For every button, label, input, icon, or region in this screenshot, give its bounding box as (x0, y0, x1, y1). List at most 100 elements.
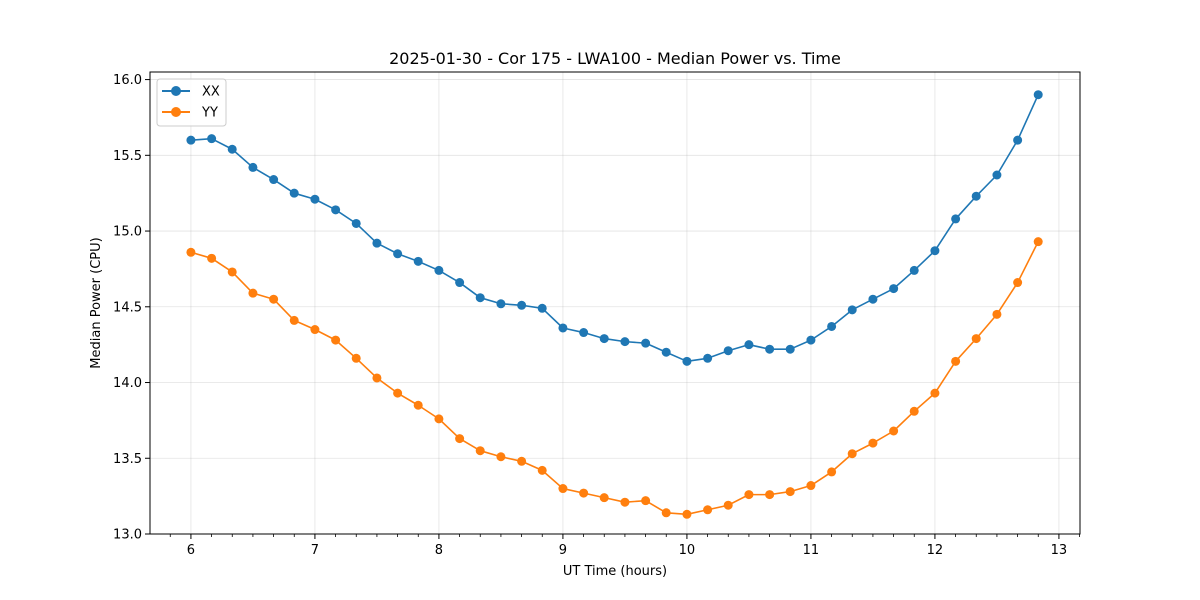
grid (150, 72, 1080, 535)
data-point-xx (537, 303, 547, 313)
data-point-yy (496, 452, 506, 462)
y-tick-label: 15.0 (113, 225, 142, 240)
data-point-xx (971, 191, 981, 201)
data-point-yy (331, 335, 341, 345)
data-point-yy (847, 449, 857, 459)
y-axis-title: Median Power (CPU) (89, 237, 104, 368)
legend-marker-yy (171, 107, 181, 117)
data-point-yy (785, 487, 795, 497)
data-point-xx (434, 265, 444, 275)
series-yy (186, 237, 1043, 519)
data-point-xx (310, 194, 320, 204)
series-xx (186, 90, 1043, 366)
data-point-xx (806, 335, 816, 345)
x-tick-label: 10 (679, 543, 696, 558)
data-point-xx (765, 344, 775, 354)
data-point-yy (1033, 237, 1043, 247)
data-point-xx (413, 256, 423, 266)
data-point-yy (723, 500, 733, 510)
data-point-yy (413, 400, 423, 410)
axis-ticks: 6 7 8 9 10 11 12 13 13.0 13.5 14.0 14.5 15.0 15.5 16.0 (113, 73, 1080, 558)
data-point-xx (455, 278, 465, 288)
data-point-xx (992, 170, 1002, 180)
data-point-xx (1033, 90, 1043, 100)
data-point-xx (517, 300, 527, 310)
data-point-yy (248, 288, 258, 298)
data-point-yy (620, 497, 630, 507)
data-point-xx (620, 337, 630, 347)
plot-area-frame (149, 71, 1081, 535)
data-point-yy (599, 493, 609, 503)
data-point-xx (951, 214, 961, 224)
data-point-yy (455, 434, 465, 444)
data-point-xx (889, 284, 899, 294)
data-point-yy (744, 490, 754, 500)
data-point-xx (331, 205, 341, 215)
data-point-xx (248, 162, 258, 172)
data-point-xx (1013, 135, 1023, 145)
data-point-xx (599, 334, 609, 344)
x-tick-label: 8 (435, 543, 443, 558)
series-group (186, 90, 1043, 519)
data-point-yy (517, 456, 527, 466)
data-point-xx (661, 347, 671, 357)
x-tick-label: 13 (1051, 543, 1068, 558)
data-point-yy (227, 267, 237, 277)
data-point-xx (207, 134, 217, 144)
data-point-yy (269, 294, 279, 304)
y-tick-label: 15.5 (113, 149, 142, 164)
data-point-yy (641, 496, 651, 506)
x-tick-label: 7 (311, 543, 319, 558)
legend-marker-xx (171, 86, 181, 96)
data-point-yy (971, 334, 981, 344)
data-point-yy (661, 508, 671, 518)
data-point-xx (475, 293, 485, 303)
data-point-xx (496, 299, 506, 309)
data-point-xx (641, 338, 651, 348)
data-point-xx (909, 265, 919, 275)
data-point-xx (579, 328, 589, 338)
data-point-xx (227, 144, 237, 154)
data-point-yy (930, 388, 940, 398)
data-point-yy (703, 505, 713, 515)
x-axis-title: UT Time (hours) (563, 564, 667, 579)
data-point-yy (289, 315, 299, 325)
y-tick-label: 14.0 (113, 376, 142, 391)
data-point-xx (868, 294, 878, 304)
data-point-yy (909, 406, 919, 416)
data-point-yy (765, 490, 775, 500)
y-tick-label: 16.0 (113, 73, 142, 88)
data-point-yy (186, 247, 196, 257)
data-point-yy (682, 509, 692, 519)
data-point-yy (889, 426, 899, 436)
data-point-yy (579, 488, 589, 498)
data-point-yy (868, 438, 878, 448)
data-point-yy (1013, 278, 1023, 288)
series-line-yy (190, 241, 1039, 516)
data-point-xx (186, 135, 196, 145)
legend-label-yy: YY (201, 106, 218, 121)
data-point-xx (289, 188, 299, 198)
data-point-yy (558, 484, 568, 494)
data-point-yy (434, 414, 444, 424)
legend: XX YY (156, 78, 227, 127)
data-point-yy (310, 325, 320, 335)
data-point-yy (351, 353, 361, 363)
data-point-yy (475, 446, 485, 456)
data-point-yy (806, 481, 816, 491)
y-tick-label: 13.0 (113, 528, 142, 543)
legend-label-xx: XX (202, 85, 220, 100)
series-line-xx (190, 94, 1039, 363)
data-point-yy (951, 356, 961, 366)
data-point-yy (393, 388, 403, 398)
data-point-xx (393, 249, 403, 259)
data-point-xx (827, 321, 837, 331)
data-point-yy (207, 253, 217, 263)
y-tick-label: 14.5 (113, 300, 142, 315)
data-point-xx (703, 353, 713, 363)
data-point-xx (558, 323, 568, 333)
chart-title: 2025-01-30 - Cor 175 - LWA100 - Median P… (389, 49, 841, 68)
y-tick-label: 13.5 (113, 452, 142, 467)
data-point-xx (744, 340, 754, 350)
